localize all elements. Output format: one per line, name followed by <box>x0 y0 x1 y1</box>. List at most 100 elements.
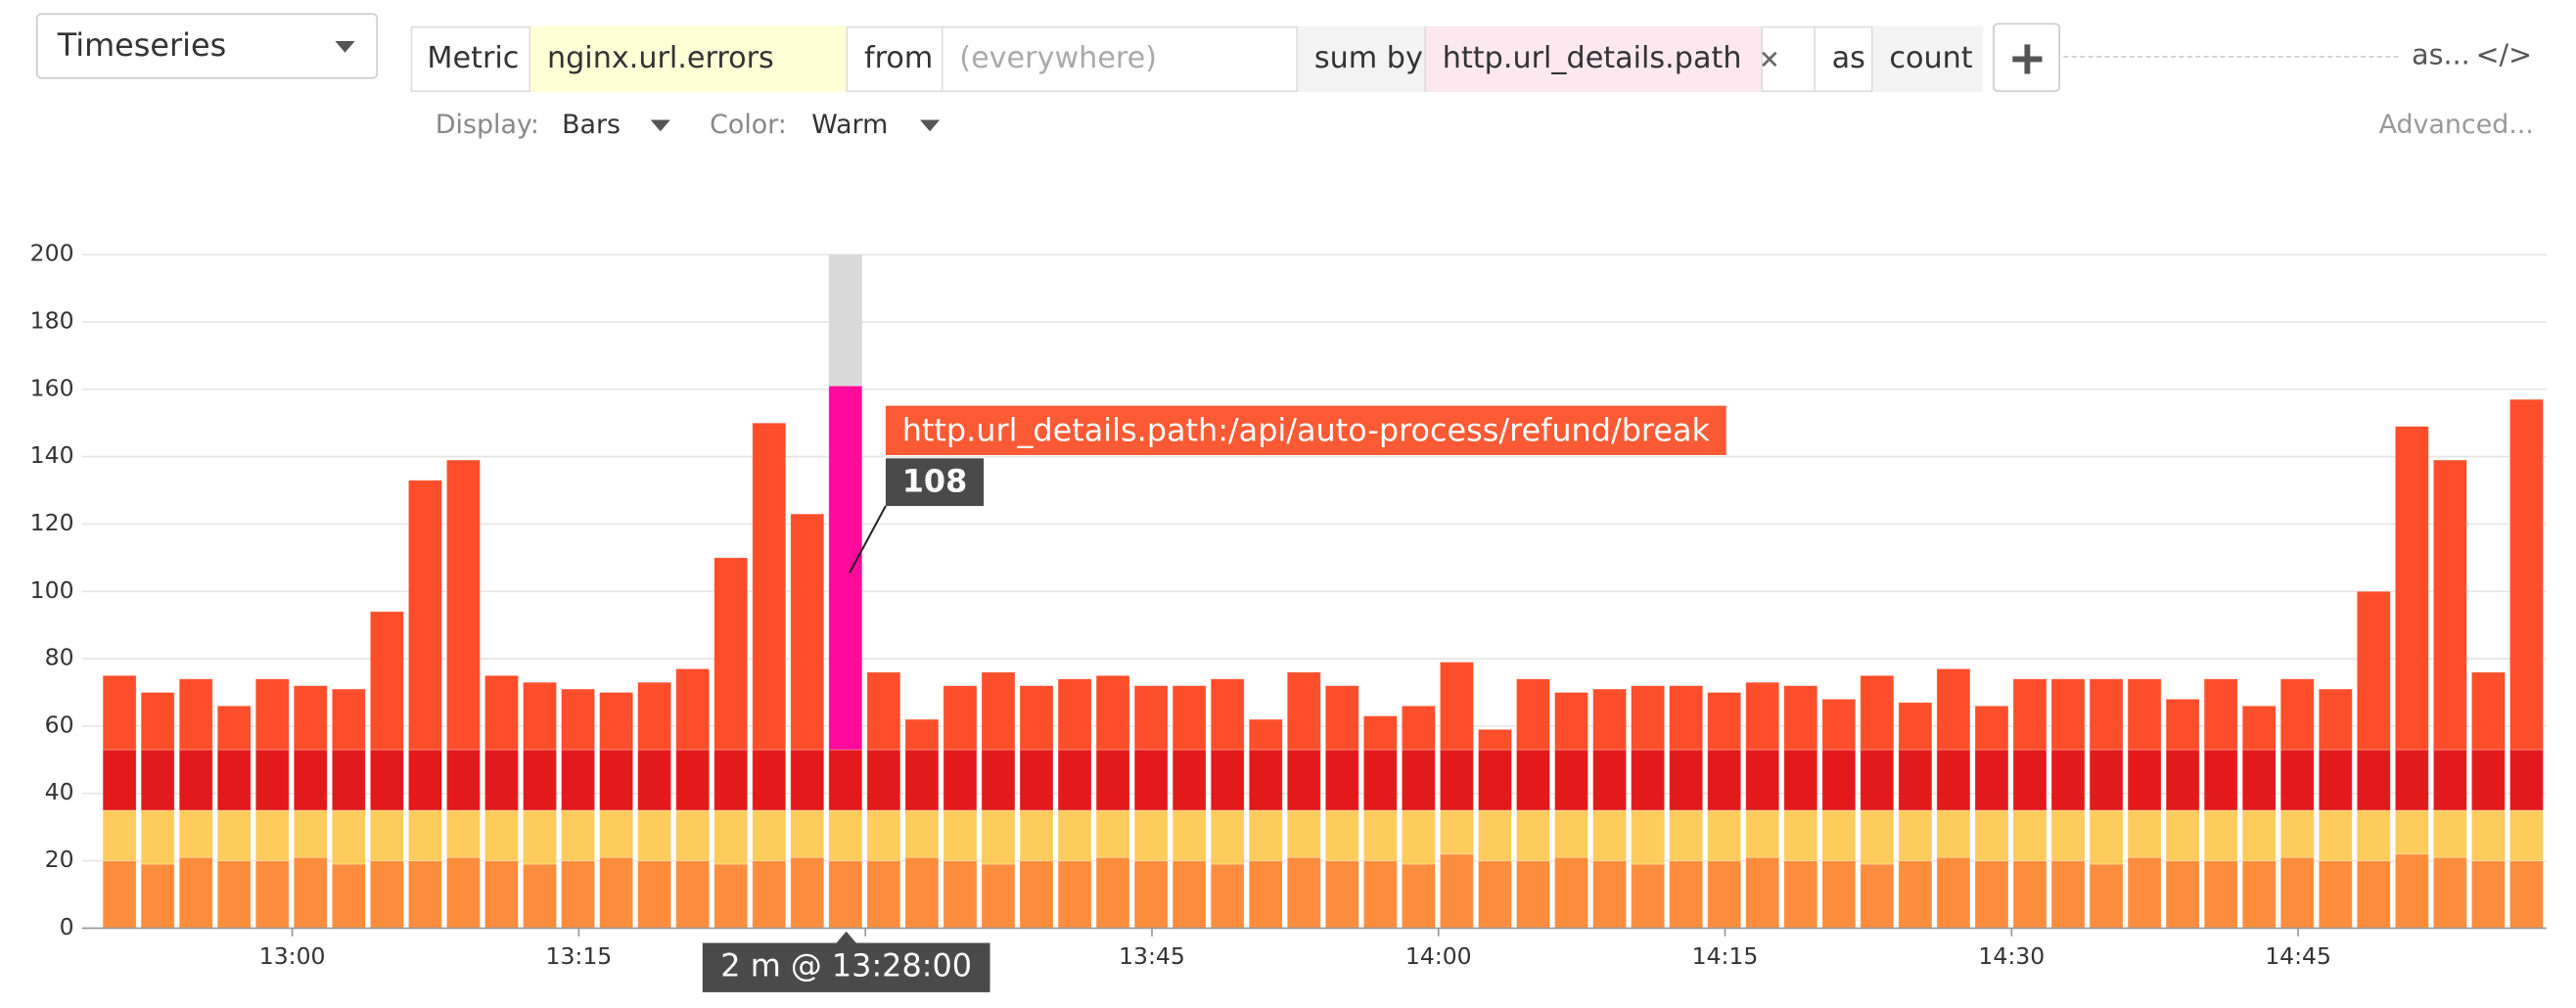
bar-segment <box>102 809 137 862</box>
bar-segment <box>1707 692 1742 751</box>
bar-segment <box>2165 698 2200 751</box>
bar-segment <box>2203 749 2238 811</box>
bar-segment <box>1707 749 1742 811</box>
bar-segment <box>1210 863 1245 929</box>
bar-segment <box>2432 856 2467 929</box>
group-by-tag[interactable]: http.url_details.path <box>1426 25 1777 93</box>
y-tick-label: 120 <box>30 509 74 536</box>
x-tick-label: 13:45 <box>1119 942 1185 970</box>
display-dropdown[interactable]: Bars <box>562 105 677 144</box>
bar-segment <box>293 809 328 858</box>
metric-input[interactable]: nginx.url.errors <box>530 25 849 93</box>
add-button[interactable] <box>1993 23 2060 93</box>
caret <box>920 119 941 132</box>
bar-segment <box>1974 749 2009 811</box>
from-input[interactable]: (everywhere) <box>943 25 1299 93</box>
bar-segment <box>2203 809 2238 862</box>
bar-segment <box>2127 809 2162 858</box>
bar-segment <box>828 809 863 862</box>
bar-segment <box>1401 809 1436 865</box>
bar-segment <box>1095 749 1130 811</box>
as-menu[interactable]: as... <box>2412 39 2470 72</box>
group-by-input[interactable] <box>1763 25 1816 93</box>
bar-segment <box>446 856 481 929</box>
bar-segment <box>369 809 404 862</box>
bar-segment <box>1478 749 1512 811</box>
x-tick-label: 13:15 <box>546 942 613 970</box>
bar-segment <box>484 860 519 929</box>
dashed-line <box>2063 56 2399 58</box>
bar-segment <box>2241 705 2277 751</box>
bar-segment <box>866 809 901 862</box>
bar-segment <box>446 459 481 751</box>
bar-segment <box>790 749 825 811</box>
bar-segment <box>1631 809 1666 865</box>
bar-segment <box>2241 749 2277 811</box>
visualization-dropdown[interactable]: Timeseries <box>35 13 379 79</box>
bar-segment <box>1210 678 1245 751</box>
bar-segment <box>293 749 328 811</box>
advanced-link[interactable]: Advanced... <box>2378 108 2534 140</box>
bar-segment <box>178 856 213 929</box>
bar-segment <box>1631 685 1666 751</box>
tooltip-value: 108 <box>902 463 968 500</box>
bar-segment <box>1592 809 1627 862</box>
color-dropdown[interactable]: Warm <box>811 105 943 144</box>
aggregation[interactable]: count <box>1872 25 1984 93</box>
bar-segment <box>140 692 175 751</box>
bar-segment <box>1324 685 1359 751</box>
bar-segment <box>866 860 901 929</box>
bar-segment <box>1554 856 1588 929</box>
x-tick-label: 14:45 <box>2265 942 2331 970</box>
bar-segment <box>1707 809 1742 862</box>
bar-segment <box>1440 853 1474 929</box>
bar-segment <box>1516 860 1550 929</box>
bar-segment <box>752 749 787 811</box>
bar-segment <box>1669 860 1704 929</box>
bar-segment <box>2509 398 2544 751</box>
bar-segment <box>1133 749 1169 811</box>
bar-segment <box>331 749 366 811</box>
bar-segment <box>1133 860 1169 929</box>
bar-segment <box>2318 749 2353 811</box>
bar-segment <box>713 863 749 929</box>
bar-segment <box>1401 705 1436 751</box>
bar-segment <box>599 809 634 858</box>
bar-segment <box>1401 863 1436 929</box>
bar-segment <box>981 863 1016 929</box>
display-label: Display: <box>435 108 539 140</box>
bar-segment <box>1860 674 1895 751</box>
bar-segment <box>102 749 137 811</box>
bar-segment <box>1286 856 1321 929</box>
bar-segment <box>752 809 787 862</box>
bar-segment <box>216 860 252 929</box>
bar-segment <box>216 749 252 811</box>
bar-segment <box>1133 809 1169 862</box>
bar-segment <box>981 809 1016 865</box>
bar-segment <box>1095 856 1130 929</box>
bar-segment <box>561 688 595 751</box>
color-value: Warm <box>811 108 889 140</box>
y-tick-label: 100 <box>30 576 74 604</box>
bar-segment <box>1821 809 1857 862</box>
bar-segment <box>637 860 672 929</box>
bar-segment <box>2050 809 2086 862</box>
bar-segment <box>1783 860 1818 929</box>
bar-segment <box>369 860 404 929</box>
bar-segment <box>2050 678 2086 751</box>
code-toggle[interactable]: </> <box>2475 39 2533 72</box>
bar-segment <box>752 422 787 751</box>
bar-segment <box>1936 809 1971 858</box>
bar-segment <box>2089 678 2124 751</box>
bar-segment <box>1974 809 2009 862</box>
bar-segment <box>2471 749 2506 811</box>
remove-icon[interactable] <box>1761 51 1777 68</box>
bar-segment <box>2394 809 2429 855</box>
bar-segment <box>866 671 901 751</box>
visualization-value: Timeseries <box>57 27 227 65</box>
bar-segment <box>1324 749 1359 811</box>
bar-segment <box>1707 860 1742 929</box>
color-label: Color: <box>710 108 787 140</box>
x-tick-label: 14:30 <box>1978 942 2045 970</box>
